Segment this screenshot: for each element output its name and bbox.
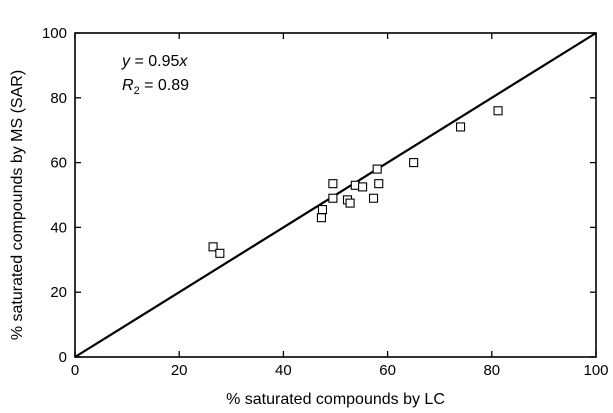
equation-text: = 0.95	[130, 53, 179, 70]
equation-x-var: x	[178, 53, 188, 70]
equation-annotation: y = 0.95x	[121, 53, 188, 70]
y-tick-label-100: 100	[42, 25, 67, 42]
data-point-8	[345, 198, 355, 208]
data-point-11	[368, 193, 379, 203]
axis-ticks: 0 20 40 60 80 100 0 20 40 60 80 100	[42, 25, 609, 379]
y-tick-label-60: 60	[50, 155, 67, 172]
x-tick-label-20: 20	[171, 362, 188, 379]
y-axis-label: % saturated compounds by MS (SAR)	[9, 70, 26, 340]
data-point-2	[215, 248, 225, 258]
data-point-1	[208, 242, 218, 252]
y-tick-label-40: 40	[50, 219, 67, 236]
r-value: = 0.89	[140, 77, 189, 94]
data-point-3	[316, 213, 326, 223]
data-point-13	[374, 179, 384, 189]
data-point-4	[317, 205, 328, 215]
x-tick-label-60: 60	[379, 362, 396, 379]
equation-y-var: y	[121, 53, 131, 70]
y-tick-label-80: 80	[50, 90, 67, 107]
data-point-15	[455, 122, 466, 132]
x-tick-label-40: 40	[275, 362, 292, 379]
plot-frame	[74, 32, 597, 358]
x-axis-label: % saturated compounds by LC	[226, 391, 445, 408]
data-point-6	[328, 179, 338, 189]
data-points-layer	[208, 106, 503, 258]
data-point-5	[328, 193, 338, 203]
x-tick-label-80: 80	[483, 362, 500, 379]
data-point-12	[372, 164, 382, 174]
data-point-16	[493, 106, 503, 116]
data-point-10	[358, 182, 368, 192]
x-tick-label-100: 100	[583, 362, 608, 379]
x-tick-label-0: 0	[71, 362, 79, 379]
r-squared-annotation: R2 = 0.89	[122, 77, 189, 97]
data-point-14	[409, 158, 419, 168]
y-tick-label-0: 0	[59, 349, 67, 366]
r-subscript: 2	[134, 85, 140, 97]
r-symbol: R	[122, 77, 134, 94]
y-tick-label-20: 20	[50, 284, 67, 301]
